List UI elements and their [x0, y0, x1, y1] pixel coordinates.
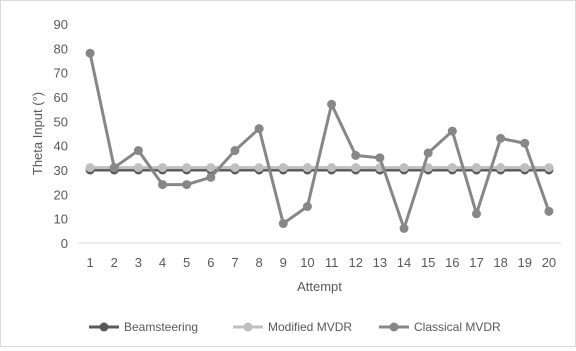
data-point-classical-mvdr	[182, 180, 192, 190]
x-tick-label: 1	[86, 255, 93, 270]
data-point-modified-mvdr	[351, 163, 361, 173]
legend-swatch-marker-modified-mvdr	[243, 322, 253, 332]
y-tick-label: 80	[54, 41, 68, 56]
data-point-classical-mvdr	[85, 48, 95, 58]
y-tick-label: 60	[54, 90, 68, 105]
legend-swatch-marker-classical-mvdr	[389, 322, 399, 332]
series-layer	[85, 48, 554, 233]
x-tick-label: 20	[542, 255, 556, 270]
series-line-classical-mvdr	[88, 51, 551, 230]
y-tick-label: 90	[54, 17, 68, 32]
data-point-classical-mvdr	[302, 202, 312, 211]
data-point-modified-mvdr	[496, 163, 506, 173]
data-point-classical-mvdr	[399, 223, 409, 233]
legend-label-beamsteering: Beamsteering	[124, 320, 198, 334]
data-point-classical-mvdr	[520, 138, 530, 148]
legend-swatch-marker-beamsteering	[99, 322, 109, 332]
y-tick-label: 40	[54, 139, 68, 154]
y-tick-label: 70	[54, 66, 68, 81]
x-axis-title: Attempt	[297, 279, 342, 294]
data-point-modified-mvdr	[206, 163, 216, 173]
x-tick-label: 17	[469, 255, 483, 270]
data-point-classical-mvdr	[375, 153, 385, 163]
x-tick-label: 15	[421, 255, 435, 270]
x-tick-label: 9	[280, 255, 287, 270]
data-point-classical-mvdr	[544, 206, 554, 216]
x-tick-label: 4	[159, 255, 166, 270]
data-point-classical-mvdr	[206, 172, 216, 182]
legend-label-modified-mvdr: Modified MVDR	[268, 320, 352, 334]
data-point-classical-mvdr	[278, 219, 288, 229]
data-point-modified-mvdr	[254, 163, 264, 173]
data-point-classical-mvdr	[158, 180, 168, 190]
data-point-modified-mvdr	[133, 163, 143, 173]
data-point-modified-mvdr	[158, 163, 168, 173]
x-tick-label: 8	[256, 255, 263, 270]
data-point-modified-mvdr	[447, 163, 457, 173]
data-point-modified-mvdr	[182, 163, 192, 173]
x-tick-label: 7	[231, 255, 238, 270]
data-point-modified-mvdr	[230, 163, 240, 173]
legend: Beamsteering Modified MVDR Classical MVDR	[89, 320, 501, 334]
y-tick-label: 10	[54, 212, 68, 227]
data-point-classical-mvdr	[471, 209, 481, 219]
series-classical-mvdr	[85, 48, 554, 233]
data-point-modified-mvdr	[85, 163, 95, 173]
data-point-modified-mvdr	[302, 163, 312, 173]
data-point-classical-mvdr	[230, 146, 240, 156]
x-tick-label: 11	[325, 255, 339, 270]
data-point-classical-mvdr	[423, 148, 433, 158]
x-tick-label: 12	[348, 255, 362, 270]
data-point-modified-mvdr	[471, 163, 481, 173]
y-axis-title: Theta Input (°)	[30, 92, 45, 175]
x-tick-label: 5	[183, 255, 190, 270]
x-tick-label: 3	[135, 255, 142, 270]
data-point-modified-mvdr	[399, 163, 409, 173]
data-point-classical-mvdr	[496, 133, 506, 143]
x-tick-label: 13	[373, 255, 387, 270]
y-tick-label: 30	[54, 163, 68, 178]
data-point-classical-mvdr	[254, 124, 264, 134]
data-point-classical-mvdr	[109, 163, 119, 173]
x-tick-label: 18	[493, 255, 507, 270]
x-tick-label: 19	[518, 255, 532, 270]
y-tick-label: 0	[61, 236, 68, 251]
y-tick-label: 20	[54, 187, 68, 202]
x-tick-label: 6	[207, 255, 214, 270]
data-point-modified-mvdr	[278, 163, 288, 173]
x-axis-ticks: 1 2 3 4 5 6 7 8 9 10 11 12 13 14 15 16 17 18 19 20	[86, 255, 556, 270]
data-point-modified-mvdr	[423, 163, 433, 173]
x-tick-label: 10	[300, 255, 314, 270]
data-point-modified-mvdr	[544, 163, 554, 173]
x-tick-label: 16	[445, 255, 459, 270]
data-point-modified-mvdr	[327, 163, 337, 173]
data-point-classical-mvdr	[447, 126, 457, 136]
data-point-modified-mvdr	[520, 163, 530, 173]
data-point-classical-mvdr	[327, 99, 337, 109]
x-tick-label: 2	[111, 255, 118, 270]
data-point-classical-mvdr	[351, 150, 361, 160]
y-axis-ticks: 0 10 20 30 40 50 60 70 80 90	[54, 17, 68, 251]
legend-label-classical-mvdr: Classical MVDR	[414, 320, 501, 334]
data-point-classical-mvdr	[133, 146, 143, 156]
y-tick-label: 50	[54, 114, 68, 129]
x-tick-label: 14	[397, 255, 411, 270]
